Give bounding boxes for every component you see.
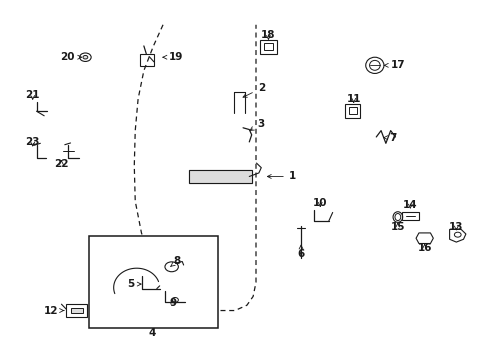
- Text: 5: 5: [126, 279, 141, 289]
- Bar: [139, 54, 154, 66]
- Text: 8: 8: [170, 256, 181, 266]
- Bar: [259, 40, 277, 54]
- Text: 15: 15: [390, 221, 404, 231]
- Text: 20: 20: [60, 52, 81, 62]
- Text: 13: 13: [448, 221, 463, 231]
- Text: 18: 18: [261, 30, 275, 40]
- Bar: [345, 104, 360, 118]
- Bar: [263, 43, 273, 50]
- Text: 2: 2: [243, 83, 264, 97]
- Text: 11: 11: [346, 94, 360, 104]
- Text: 6: 6: [297, 245, 304, 259]
- Text: 4: 4: [148, 328, 156, 338]
- Bar: [66, 304, 87, 317]
- Text: 17: 17: [384, 60, 405, 70]
- Text: 19: 19: [163, 52, 183, 62]
- Bar: [71, 308, 82, 313]
- Bar: [89, 237, 218, 328]
- Text: 23: 23: [25, 137, 40, 147]
- Text: 1: 1: [267, 171, 295, 181]
- Text: 14: 14: [402, 200, 417, 210]
- Bar: [401, 212, 418, 220]
- Text: 7: 7: [383, 133, 396, 143]
- Text: 16: 16: [417, 243, 431, 253]
- Text: 21: 21: [25, 90, 40, 100]
- Bar: [348, 107, 356, 114]
- Text: 22: 22: [54, 159, 68, 169]
- Circle shape: [83, 55, 88, 59]
- Text: 9: 9: [169, 298, 176, 309]
- Text: 12: 12: [43, 306, 64, 315]
- Text: 10: 10: [312, 198, 327, 208]
- Text: 3: 3: [249, 118, 264, 130]
- Bar: [189, 170, 251, 183]
